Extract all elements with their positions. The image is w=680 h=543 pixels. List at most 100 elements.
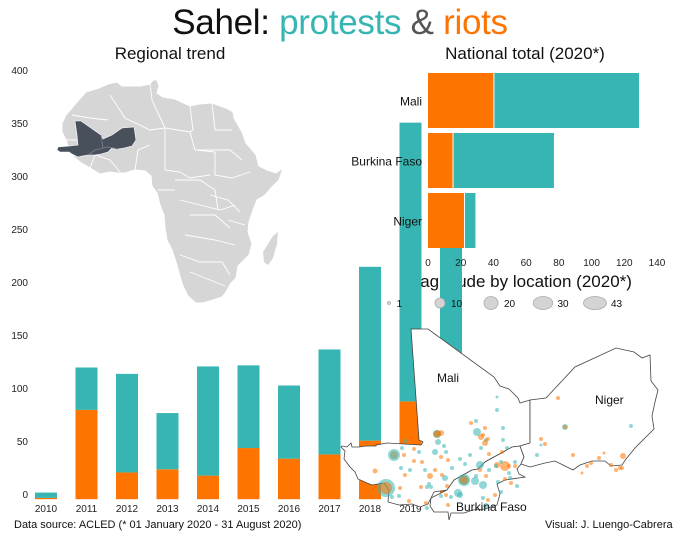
riot-location-bubble bbox=[446, 503, 450, 507]
protest-location-bubble bbox=[400, 446, 404, 450]
riot-location-bubble bbox=[402, 453, 406, 457]
protest-location-bubble bbox=[458, 457, 462, 461]
legend-size-label: 20 bbox=[504, 299, 516, 310]
madagascar bbox=[263, 232, 278, 265]
riot-location-bubble bbox=[486, 437, 490, 441]
bar-protests-2013 bbox=[156, 413, 179, 470]
x-tick-label: 60 bbox=[521, 258, 533, 269]
riot-location-bubble bbox=[372, 468, 378, 474]
riot-location-bubble bbox=[509, 481, 513, 485]
riot-location-bubble bbox=[433, 468, 437, 472]
protest-location-bubble bbox=[435, 439, 441, 445]
riot-location-bubble bbox=[424, 501, 428, 505]
magnitude-legend: 1 10 20 30 43 bbox=[387, 296, 623, 310]
protest-location-bubble bbox=[449, 495, 453, 499]
bar-riots-2014 bbox=[197, 475, 219, 500]
y-tick-label: 300 bbox=[11, 172, 28, 183]
bar-riots-2011 bbox=[75, 409, 98, 500]
riot-location-bubble bbox=[589, 461, 593, 465]
x-tick-label: 140 bbox=[649, 258, 666, 269]
protest-location-bubble bbox=[505, 446, 509, 450]
hbar-protests-burkina-faso bbox=[453, 133, 554, 188]
africa-continent bbox=[61, 79, 284, 304]
riot-location-bubble bbox=[585, 464, 589, 468]
riot-location-bubble bbox=[460, 476, 468, 484]
riot-location-bubble bbox=[543, 442, 547, 446]
y-tick-label: 250 bbox=[11, 225, 28, 236]
data-source-note: Data source: ACLED (* 01 January 2020 - … bbox=[14, 519, 302, 531]
protest-location-bubble bbox=[408, 468, 412, 472]
protest-location-bubble bbox=[390, 495, 394, 499]
protest-location-bubble bbox=[501, 426, 505, 430]
regional-trend-title: Regional trend bbox=[114, 44, 226, 63]
legend-size-circle bbox=[483, 296, 499, 310]
protest-location-bubble bbox=[494, 464, 498, 468]
riot-location-bubble bbox=[618, 466, 622, 470]
chart-title: Sahel: protests & riots bbox=[0, 2, 680, 44]
protest-location-bubble bbox=[507, 471, 511, 475]
africa-locator-map bbox=[56, 79, 284, 304]
x-tick-label: 2011 bbox=[76, 504, 98, 515]
bar-protests-2012 bbox=[116, 373, 138, 473]
map-label-burkina-faso: Burkina Faso bbox=[456, 500, 527, 514]
protest-location-bubble bbox=[495, 395, 499, 399]
legend-size-circle bbox=[532, 296, 554, 310]
magnitude-title: Magnitude by location (2020*) bbox=[406, 272, 632, 291]
protest-location-bubble bbox=[423, 468, 427, 472]
protest-location-bubble bbox=[495, 408, 499, 412]
x-tick-label: 2014 bbox=[197, 504, 220, 515]
legend-size-label: 43 bbox=[611, 299, 623, 310]
protest-location-bubble bbox=[508, 476, 512, 480]
title-prefix: Sahel: bbox=[172, 3, 280, 42]
protest-location-bubble bbox=[487, 468, 491, 472]
bar-protests-2015 bbox=[237, 365, 260, 449]
protest-location-bubble bbox=[425, 485, 429, 489]
bar-protests-2014 bbox=[197, 366, 219, 476]
protest-location-bubble bbox=[399, 466, 403, 470]
x-tick-label: 2019 bbox=[399, 504, 422, 515]
legend-size-label: 1 bbox=[397, 299, 403, 310]
riot-location-bubble bbox=[513, 464, 517, 468]
riot-location-bubble bbox=[398, 486, 402, 490]
protest-location-bubble bbox=[539, 443, 543, 447]
protest-location-bubble bbox=[463, 462, 467, 466]
riot-location-bubble bbox=[620, 453, 626, 459]
map-label-niger: Niger bbox=[595, 393, 624, 407]
category-label: Burkina Faso bbox=[351, 155, 422, 169]
protest-location-bubble bbox=[457, 492, 463, 498]
bar-riots-2015 bbox=[237, 448, 260, 500]
y-tick-label: 100 bbox=[11, 384, 28, 395]
riot-location-bubble bbox=[444, 493, 448, 497]
riot-location-bubble bbox=[469, 421, 473, 425]
protest-location-bubble bbox=[439, 494, 443, 498]
visual-credit: Visual: J. Luengo-Cabrera bbox=[545, 519, 673, 531]
y-tick-label: 400 bbox=[11, 66, 28, 77]
riot-location-bubble bbox=[563, 425, 567, 429]
title-amp: & bbox=[401, 3, 444, 42]
bar-protests-2016 bbox=[278, 385, 300, 459]
riot-location-bubble bbox=[446, 458, 450, 462]
bar-protests-2011 bbox=[75, 367, 98, 410]
national-total-chart: Mali Burkina Faso Niger 0 20 40 60 80 100 120 140 bbox=[351, 73, 666, 269]
protest-location-bubble bbox=[474, 419, 478, 423]
protest-location-bubble bbox=[403, 439, 407, 443]
riot-location-bubble bbox=[403, 473, 407, 477]
riot-location-bubble bbox=[481, 433, 485, 437]
riot-location-bubble bbox=[602, 451, 606, 455]
x-tick-label: 100 bbox=[583, 258, 600, 269]
protest-location-bubble bbox=[417, 450, 421, 454]
riot-location-bubble bbox=[487, 452, 491, 456]
bar-riots-2017 bbox=[318, 454, 341, 500]
x-tick-label: 2010 bbox=[35, 504, 58, 515]
sahel-inner-borders bbox=[87, 134, 119, 156]
riot-location-bubble bbox=[500, 461, 510, 471]
protest-location-bubble bbox=[629, 424, 633, 428]
title-riots: riots bbox=[443, 3, 508, 42]
riot-location-bubble bbox=[380, 482, 392, 494]
riot-location-bubble bbox=[412, 459, 416, 463]
protest-location-bubble bbox=[388, 449, 400, 461]
legend-size-circle bbox=[387, 301, 391, 305]
protest-location-bubble bbox=[473, 428, 481, 436]
protest-location-bubble bbox=[479, 446, 483, 450]
x-tick-label: 0 bbox=[425, 258, 431, 269]
